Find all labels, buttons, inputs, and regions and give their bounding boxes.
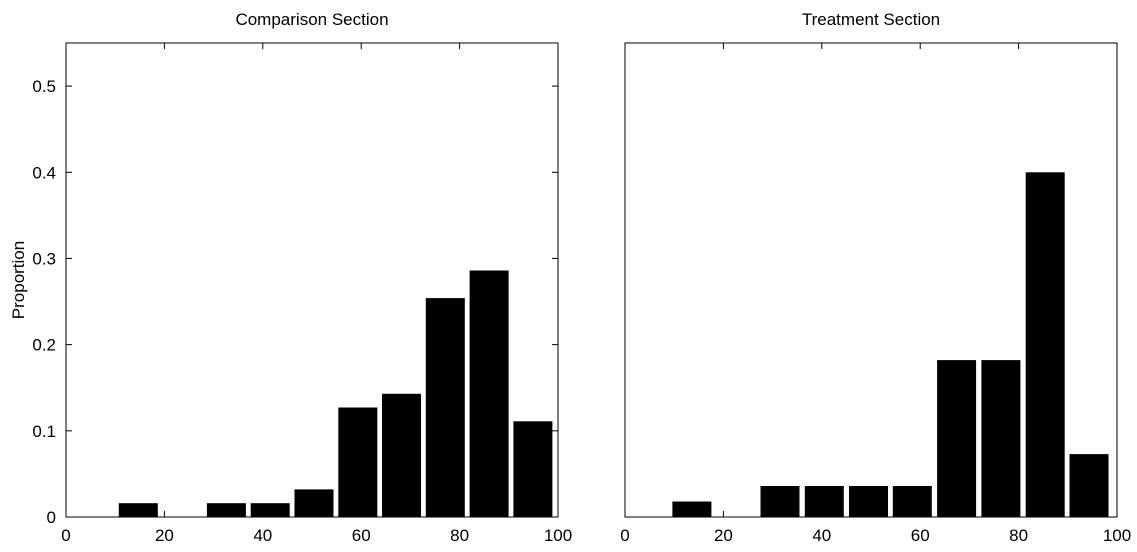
x-tick-label-0-2: 40 xyxy=(253,526,272,545)
bar-0-0 xyxy=(118,503,158,517)
y-tick-label-0-4: 0.4 xyxy=(32,163,56,182)
bar-1-8 xyxy=(1025,172,1065,518)
x-tick-label-0-3: 60 xyxy=(352,526,371,545)
bar-1-6 xyxy=(937,360,977,517)
x-tick-label-0-1: 20 xyxy=(155,526,174,545)
x-tick-label-1-3: 60 xyxy=(911,526,930,545)
bar-0-7 xyxy=(425,298,465,517)
y-tick-label-0-0: 0 xyxy=(47,508,56,527)
x-tick-label-0-5: 100 xyxy=(544,526,572,545)
y-tick-label-0-1: 0.1 xyxy=(32,422,56,441)
x-tick-label-1-5: 100 xyxy=(1103,526,1131,545)
x-tick-label-1-4: 80 xyxy=(1009,526,1028,545)
bar-0-5 xyxy=(338,407,378,517)
x-tick-label-0-4: 80 xyxy=(450,526,469,545)
x-tick-label-1-1: 20 xyxy=(714,526,733,545)
bar-0-4 xyxy=(294,489,334,517)
bar-1-7 xyxy=(981,360,1021,517)
y-tick-label-0-2: 0.2 xyxy=(32,336,56,355)
x-tick-label-0-0: 0 xyxy=(61,526,70,545)
bar-0-8 xyxy=(469,270,509,517)
bar-1-2 xyxy=(760,486,800,517)
plot-frame-1 xyxy=(624,42,1118,518)
chart-title-0: Comparison Section xyxy=(235,10,388,29)
bar-0-6 xyxy=(382,393,421,517)
bar-1-3 xyxy=(804,486,844,517)
bar-0-2 xyxy=(206,503,246,517)
bar-1-0 xyxy=(672,501,712,517)
bar-1-4 xyxy=(849,486,888,517)
plot-frame-0 xyxy=(65,42,559,518)
y-tick-label-0-3: 0.3 xyxy=(32,249,56,268)
bar-1-5 xyxy=(892,486,932,517)
y-tick-label-0-5: 0.5 xyxy=(32,77,56,96)
chart-title-1: Treatment Section xyxy=(802,10,940,29)
y-axis-label-0: Proportion xyxy=(9,241,28,319)
x-tick-label-1-0: 0 xyxy=(620,526,629,545)
bar-1-9 xyxy=(1069,454,1109,517)
x-tick-label-1-2: 40 xyxy=(812,526,831,545)
bar-0-3 xyxy=(250,503,290,517)
bar-0-9 xyxy=(513,421,553,517)
